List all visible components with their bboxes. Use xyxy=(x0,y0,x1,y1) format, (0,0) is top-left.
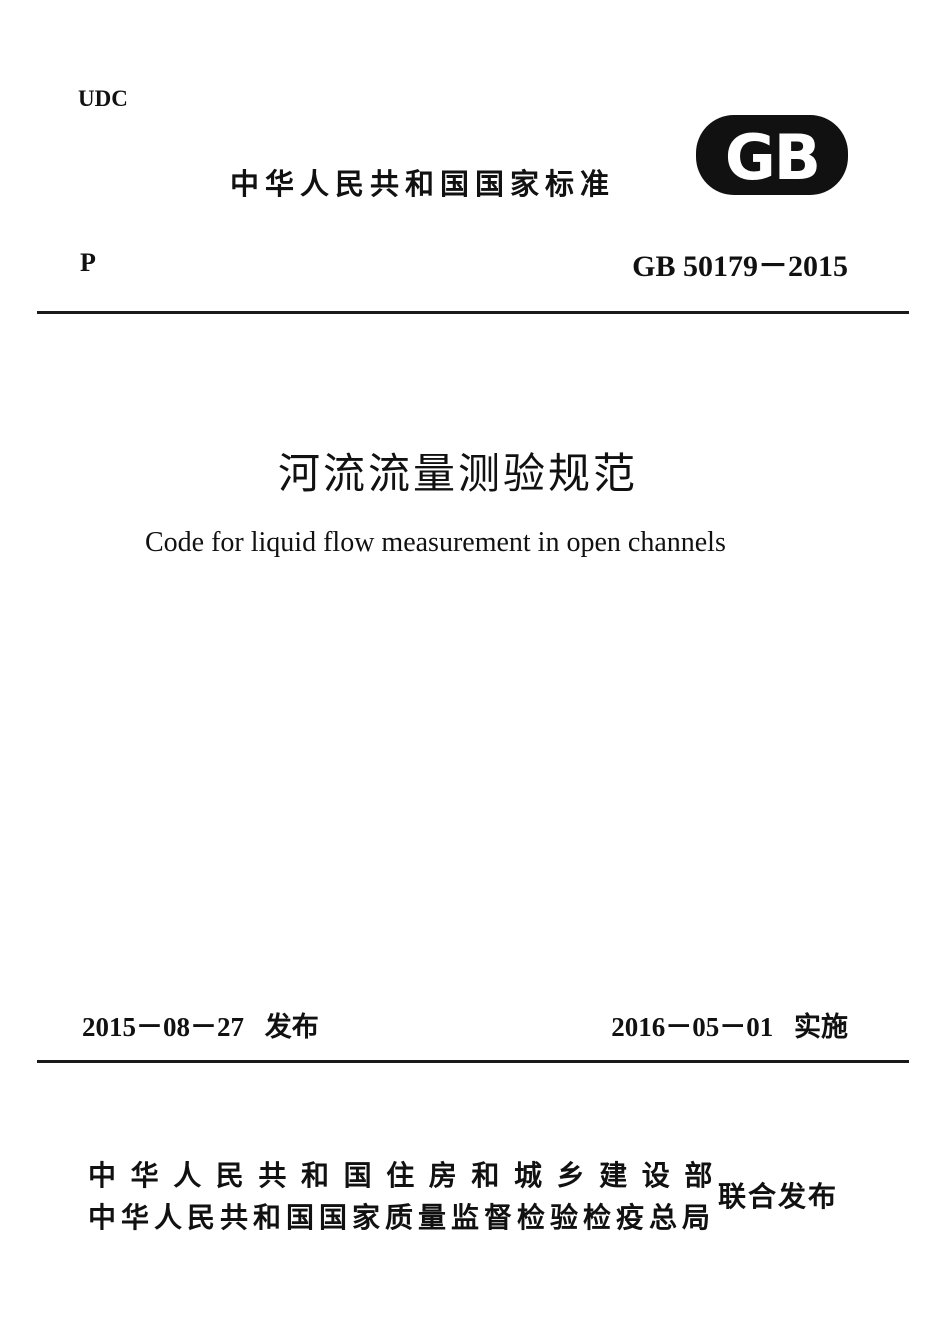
joint-issue-label: 联合发布 xyxy=(718,1180,839,1213)
issue-label: 发布 xyxy=(264,1012,319,1043)
effective-label: 实施 xyxy=(794,1012,848,1043)
title-chinese: 河流流量测验规范 xyxy=(278,452,639,498)
top-divider xyxy=(37,311,909,314)
effective-date: 2016－05－01 xyxy=(611,1012,774,1042)
gb-logo-icon: GB xyxy=(696,115,848,195)
title-english: Code for liquid flow measurement in open… xyxy=(145,527,726,558)
issue-date: 2015－08－27 xyxy=(82,1012,244,1042)
standard-type: 中华人民共和国国家标准 xyxy=(230,167,616,201)
standard-number: GB 50179－2015 xyxy=(632,250,848,283)
gb-logo: GB xyxy=(694,113,850,197)
issuer-line-2: 中华人民共和国国家质量监督检验检疫总局 xyxy=(88,1201,716,1234)
classification-label: P xyxy=(80,248,96,277)
effective-date-block: 2016－05－01 实施 xyxy=(611,1005,848,1044)
issuer-line-1: 中华人民共和国住房和城乡建设部 xyxy=(88,1159,728,1192)
svg-text:GB: GB xyxy=(725,121,819,194)
bottom-divider xyxy=(37,1060,909,1063)
udc-label: UDC xyxy=(78,86,128,111)
issue-date-block: 2015－08－27 发布 xyxy=(82,1005,319,1044)
